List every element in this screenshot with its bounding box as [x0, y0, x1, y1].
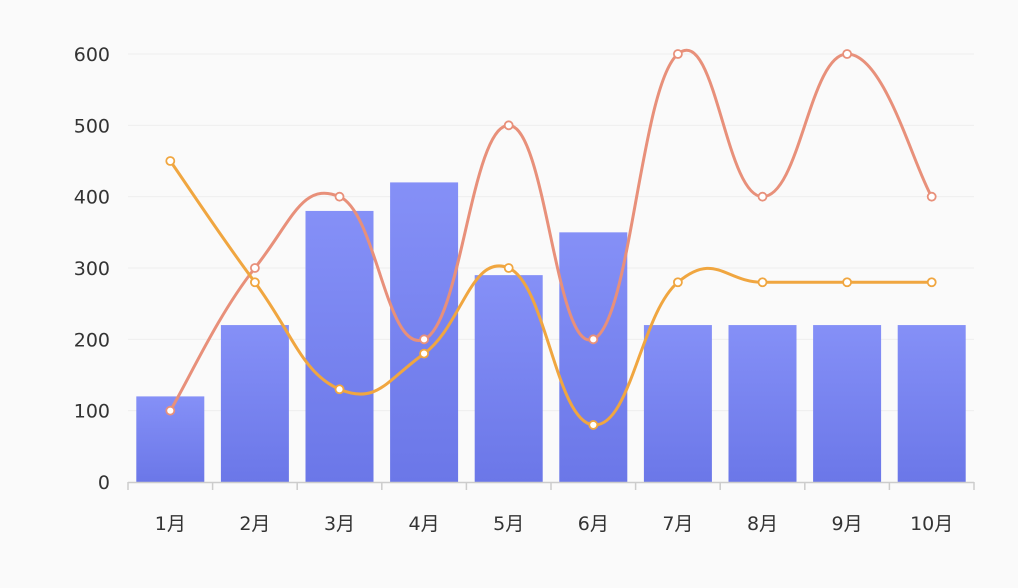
line-point: [757, 277, 768, 288]
bar: [390, 182, 459, 482]
x-axis: [127, 481, 975, 490]
bar: [643, 325, 712, 482]
bar: [559, 232, 628, 482]
y-axis: 0 100 200 300 400 500 600: [74, 44, 110, 494]
bar: [474, 275, 543, 482]
x-tick-label: 10月: [910, 513, 953, 535]
y-tick-label: 0: [98, 472, 110, 494]
bar: [897, 325, 966, 482]
x-tick-label: 8月: [747, 513, 778, 535]
line-point: [503, 263, 514, 273]
y-tick-label: 100: [74, 401, 110, 423]
line-point: [588, 420, 599, 430]
x-tick-label: 6月: [578, 513, 609, 535]
bar: [220, 325, 289, 482]
line-point: [842, 49, 852, 59]
y-tick-label: 400: [74, 187, 110, 209]
line-series-2: [168, 159, 934, 427]
line-point: [419, 334, 430, 345]
line-point: [926, 277, 937, 288]
y-tick-label: 200: [74, 329, 110, 351]
line-point: [842, 277, 852, 288]
line-point: [165, 405, 176, 416]
x-tick-label: 4月: [409, 513, 440, 535]
line-point: [588, 334, 599, 345]
x-tick-label: 5月: [493, 513, 524, 535]
bar: [813, 325, 882, 482]
line-point: [165, 156, 176, 166]
line-series-1: [168, 49, 934, 413]
line-point: [334, 384, 345, 395]
line-point: [673, 49, 683, 59]
x-tick-label: 1月: [155, 513, 186, 535]
line-point: [419, 348, 430, 359]
line-point: [757, 191, 768, 202]
x-tick-label: 7月: [662, 513, 693, 535]
line-series: [165, 49, 937, 430]
line-point: [249, 277, 260, 288]
line-point: [926, 191, 937, 202]
line-point: [673, 277, 683, 288]
x-tick-label: 9月: [832, 513, 863, 535]
y-tick-label: 300: [74, 258, 110, 280]
line-point: [503, 120, 514, 131]
line-point: [334, 191, 345, 202]
x-tick-label: 3月: [324, 513, 355, 535]
bar: [305, 210, 374, 482]
bar-series: [136, 182, 966, 482]
x-tick-label: 2月: [239, 513, 270, 535]
y-tick-label: 600: [74, 44, 110, 66]
bar: [728, 325, 797, 482]
line-point: [249, 263, 260, 273]
x-axis-labels: 1月 2月 3月 4月 5月 6月 7月 8月 9月 10月: [155, 513, 954, 535]
y-tick-label: 500: [74, 115, 110, 137]
